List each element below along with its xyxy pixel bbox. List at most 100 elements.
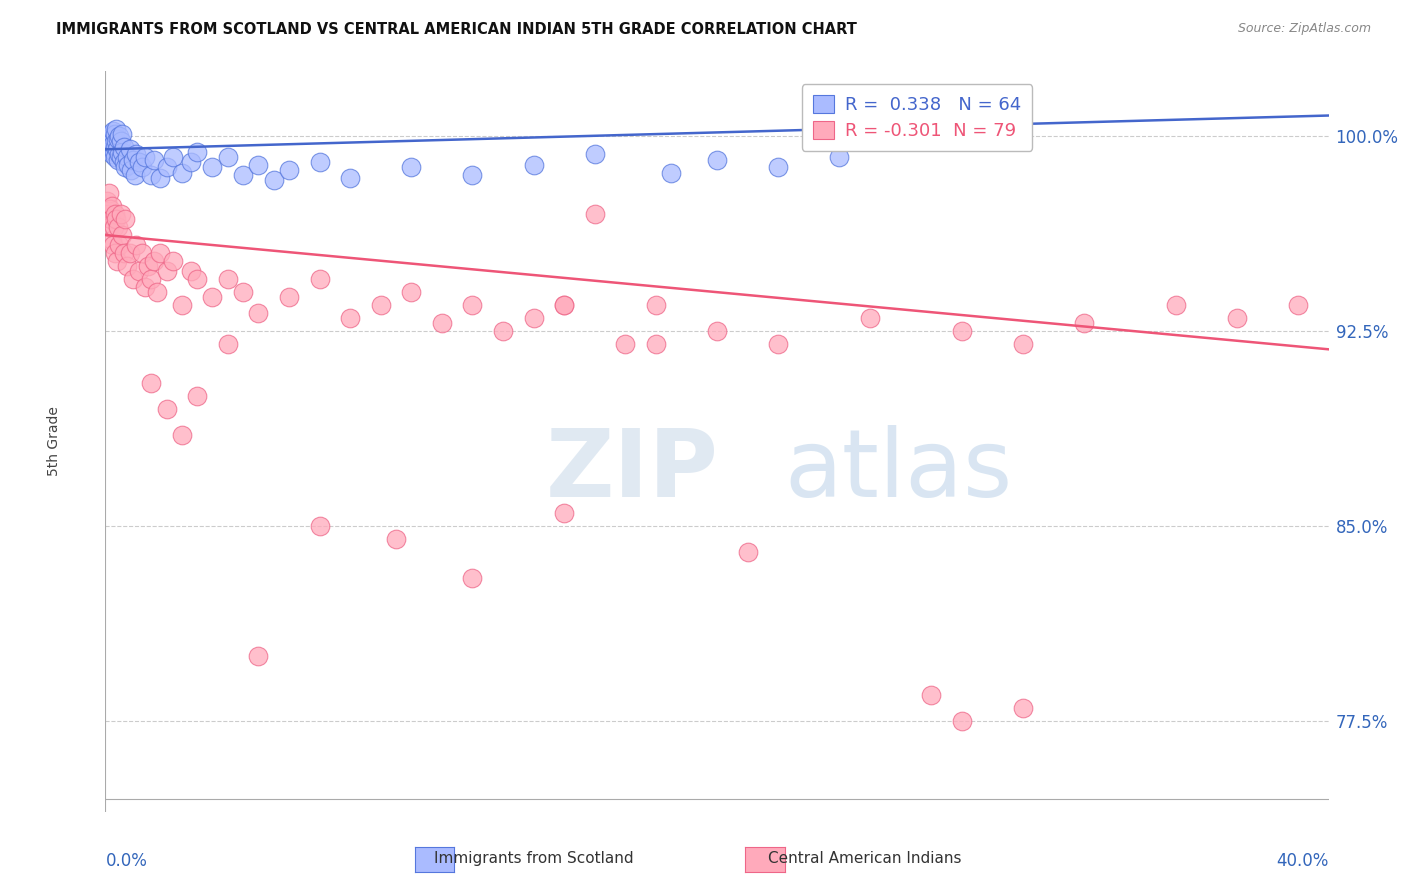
Point: [186, 145, 208, 159]
Point: [122, 272, 145, 286]
Point: [149, 170, 172, 185]
Legend: R =  0.338   N = 64, R = -0.301  N = 79: R = 0.338 N = 64, R = -0.301 N = 79: [801, 84, 1032, 151]
Point: [232, 285, 254, 300]
Text: 0.0%: 0.0%: [105, 853, 148, 871]
Point: [98, 202, 121, 216]
Text: Central American Indians: Central American Indians: [768, 851, 962, 865]
Point: [461, 168, 484, 182]
Point: [385, 532, 408, 546]
Point: [1286, 298, 1309, 312]
Point: [114, 212, 136, 227]
Point: [134, 150, 156, 164]
Point: [97, 129, 120, 144]
Point: [117, 158, 139, 172]
Point: [920, 688, 942, 702]
Point: [98, 220, 121, 235]
Point: [101, 124, 124, 138]
Point: [553, 298, 575, 312]
Point: [401, 285, 423, 300]
Point: [247, 648, 270, 663]
Point: [1073, 316, 1095, 330]
Point: [1164, 298, 1187, 312]
Point: [263, 173, 285, 187]
Point: [156, 402, 179, 417]
Point: [114, 161, 136, 175]
Point: [186, 272, 208, 286]
Point: [97, 207, 120, 221]
Text: Source: ZipAtlas.com: Source: ZipAtlas.com: [1237, 22, 1371, 36]
Point: [950, 714, 973, 728]
Point: [644, 298, 668, 312]
Point: [180, 264, 202, 278]
Point: [107, 220, 129, 235]
Point: [859, 311, 882, 326]
Point: [97, 132, 120, 146]
Point: [143, 254, 166, 268]
Point: [523, 311, 546, 326]
Point: [149, 246, 172, 260]
Point: [247, 306, 270, 320]
Point: [107, 132, 129, 146]
Point: [112, 155, 135, 169]
Point: [96, 194, 118, 209]
Text: 40.0%: 40.0%: [1277, 853, 1329, 871]
Point: [170, 428, 193, 442]
Point: [105, 142, 128, 156]
Point: [125, 147, 148, 161]
Point: [104, 246, 127, 260]
Point: [1012, 701, 1035, 715]
Point: [170, 166, 193, 180]
Point: [105, 254, 128, 268]
Point: [186, 389, 208, 403]
Point: [232, 168, 254, 182]
Point: [143, 153, 166, 167]
Point: [100, 129, 122, 144]
Point: [100, 142, 122, 156]
Point: [108, 238, 131, 252]
Point: [141, 376, 163, 390]
Point: [124, 168, 146, 182]
Point: [141, 168, 163, 182]
Point: [96, 135, 118, 149]
Point: [104, 139, 127, 153]
Point: [98, 127, 121, 141]
Point: [706, 324, 728, 338]
Point: [659, 166, 682, 180]
Point: [118, 142, 141, 156]
Point: [105, 135, 128, 149]
Point: [100, 233, 122, 247]
Point: [110, 150, 132, 164]
Point: [1226, 311, 1249, 326]
Point: [101, 199, 124, 213]
Point: [111, 227, 134, 242]
Point: [128, 155, 150, 169]
Point: [162, 254, 184, 268]
Point: [103, 145, 125, 159]
Point: [110, 207, 132, 221]
Point: [828, 150, 851, 164]
Point: [110, 135, 132, 149]
Point: [156, 264, 179, 278]
Point: [1012, 337, 1035, 351]
Point: [339, 311, 361, 326]
Point: [339, 170, 361, 185]
Point: [97, 186, 120, 201]
Point: [146, 285, 169, 300]
Point: [122, 153, 145, 167]
Point: [247, 158, 270, 172]
Point: [308, 155, 330, 169]
Point: [401, 161, 423, 175]
Point: [217, 272, 239, 286]
Point: [278, 290, 301, 304]
Point: [111, 145, 134, 159]
Point: [217, 337, 239, 351]
Point: [131, 246, 153, 260]
Point: [134, 280, 156, 294]
Point: [128, 264, 150, 278]
Point: [101, 137, 124, 152]
Point: [101, 238, 124, 252]
Point: [614, 337, 637, 351]
Point: [644, 337, 668, 351]
Point: [105, 212, 128, 227]
Text: IMMIGRANTS FROM SCOTLAND VS CENTRAL AMERICAN INDIAN 5TH GRADE CORRELATION CHART: IMMIGRANTS FROM SCOTLAND VS CENTRAL AMER…: [56, 22, 858, 37]
